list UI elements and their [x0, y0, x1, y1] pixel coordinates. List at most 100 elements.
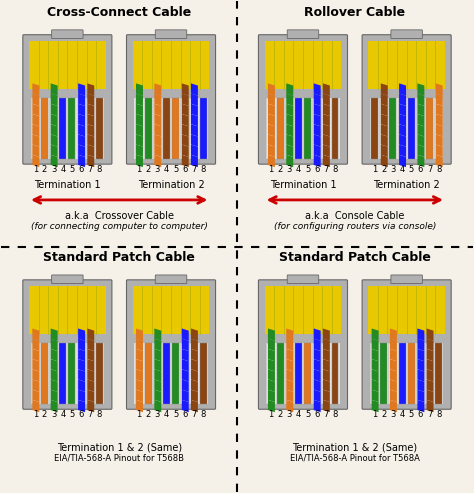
Bar — [50, 343, 57, 404]
FancyBboxPatch shape — [23, 35, 112, 164]
Text: 1: 1 — [268, 165, 273, 174]
Bar — [286, 98, 293, 159]
Text: 1: 1 — [33, 410, 38, 420]
Bar — [277, 343, 283, 404]
FancyBboxPatch shape — [258, 35, 347, 164]
Text: 8: 8 — [332, 410, 337, 420]
Text: 3: 3 — [390, 165, 396, 174]
Bar — [68, 343, 75, 404]
Text: 2: 2 — [381, 410, 386, 420]
Text: 8: 8 — [332, 165, 337, 174]
Bar — [191, 343, 197, 404]
Text: 3: 3 — [155, 410, 160, 420]
FancyBboxPatch shape — [287, 30, 319, 38]
Text: 6: 6 — [314, 165, 319, 174]
Text: 4: 4 — [164, 410, 169, 420]
Bar — [136, 98, 143, 159]
Text: 6: 6 — [418, 410, 423, 420]
Text: 1: 1 — [372, 410, 377, 420]
Bar — [181, 343, 188, 404]
Text: 6: 6 — [418, 165, 423, 174]
Bar — [368, 41, 445, 89]
Bar — [371, 343, 378, 404]
Text: 7: 7 — [323, 165, 328, 174]
Text: 3: 3 — [155, 165, 160, 174]
Bar — [145, 98, 152, 159]
Text: 8: 8 — [97, 165, 102, 174]
Text: (for connecting computer to computer): (for connecting computer to computer) — [31, 222, 208, 232]
Text: 2: 2 — [277, 410, 283, 420]
Bar — [304, 343, 311, 404]
Text: 7: 7 — [323, 410, 328, 420]
FancyBboxPatch shape — [23, 280, 112, 409]
FancyBboxPatch shape — [258, 280, 347, 409]
Text: 6: 6 — [314, 410, 319, 420]
Text: 5: 5 — [305, 165, 310, 174]
Bar — [87, 98, 94, 159]
Text: 2: 2 — [42, 410, 47, 420]
FancyBboxPatch shape — [155, 30, 187, 38]
Bar — [29, 41, 106, 89]
Bar — [32, 98, 39, 159]
Bar — [277, 98, 283, 159]
Text: 1: 1 — [137, 165, 142, 174]
Text: 5: 5 — [409, 165, 414, 174]
Bar — [331, 98, 338, 159]
Text: 1: 1 — [33, 165, 38, 174]
Text: Cross-Connect Cable: Cross-Connect Cable — [47, 6, 191, 19]
Text: EIA/TIA-568-A Pinout for T568A: EIA/TIA-568-A Pinout for T568A — [290, 454, 420, 463]
Text: EIA/TIA-568-A Pinout for T568B: EIA/TIA-568-A Pinout for T568B — [54, 454, 184, 463]
Bar — [370, 343, 443, 404]
Text: 4: 4 — [400, 410, 405, 420]
Bar — [313, 98, 320, 159]
Bar — [267, 98, 274, 159]
Text: a.k.a  Crossover Cable: a.k.a Crossover Cable — [64, 211, 173, 221]
Text: 4: 4 — [296, 410, 301, 420]
Text: 1: 1 — [137, 410, 142, 420]
Text: 7: 7 — [191, 410, 197, 420]
Bar — [380, 343, 387, 404]
Bar — [191, 98, 197, 159]
Bar — [426, 343, 433, 404]
Bar — [133, 41, 210, 89]
Bar — [78, 98, 84, 159]
FancyBboxPatch shape — [391, 30, 422, 38]
Text: 5: 5 — [173, 165, 178, 174]
FancyBboxPatch shape — [127, 35, 216, 164]
FancyBboxPatch shape — [362, 280, 451, 409]
Bar — [31, 343, 104, 404]
Bar — [59, 98, 66, 159]
Text: 5: 5 — [409, 410, 414, 420]
Text: 1: 1 — [268, 410, 273, 420]
Text: 4: 4 — [296, 165, 301, 174]
Text: 6: 6 — [78, 410, 84, 420]
Bar — [41, 98, 48, 159]
Bar — [390, 343, 396, 404]
Text: 5: 5 — [305, 410, 310, 420]
Bar — [313, 343, 320, 404]
Text: 3: 3 — [51, 165, 56, 174]
Bar — [264, 286, 341, 334]
Bar — [31, 98, 104, 159]
Text: 7: 7 — [427, 165, 432, 174]
Text: 8: 8 — [436, 410, 441, 420]
Text: 4: 4 — [60, 410, 65, 420]
Text: Termination 2: Termination 2 — [137, 180, 204, 190]
Text: Termination 1: Termination 1 — [270, 180, 336, 190]
Text: 8: 8 — [97, 410, 102, 420]
FancyBboxPatch shape — [287, 275, 319, 283]
Text: 6: 6 — [182, 410, 187, 420]
Text: Standard Patch Cable: Standard Patch Cable — [279, 251, 431, 264]
Bar — [78, 343, 84, 404]
Text: 3: 3 — [287, 165, 292, 174]
Bar — [380, 98, 387, 159]
Text: 2: 2 — [42, 165, 47, 174]
Text: Termination 2: Termination 2 — [373, 180, 440, 190]
Bar — [200, 343, 207, 404]
Text: Termination 1: Termination 1 — [34, 180, 100, 190]
Text: 7: 7 — [88, 410, 93, 420]
Bar — [200, 98, 207, 159]
Bar — [87, 343, 94, 404]
Bar — [145, 343, 152, 404]
Bar — [370, 98, 443, 159]
